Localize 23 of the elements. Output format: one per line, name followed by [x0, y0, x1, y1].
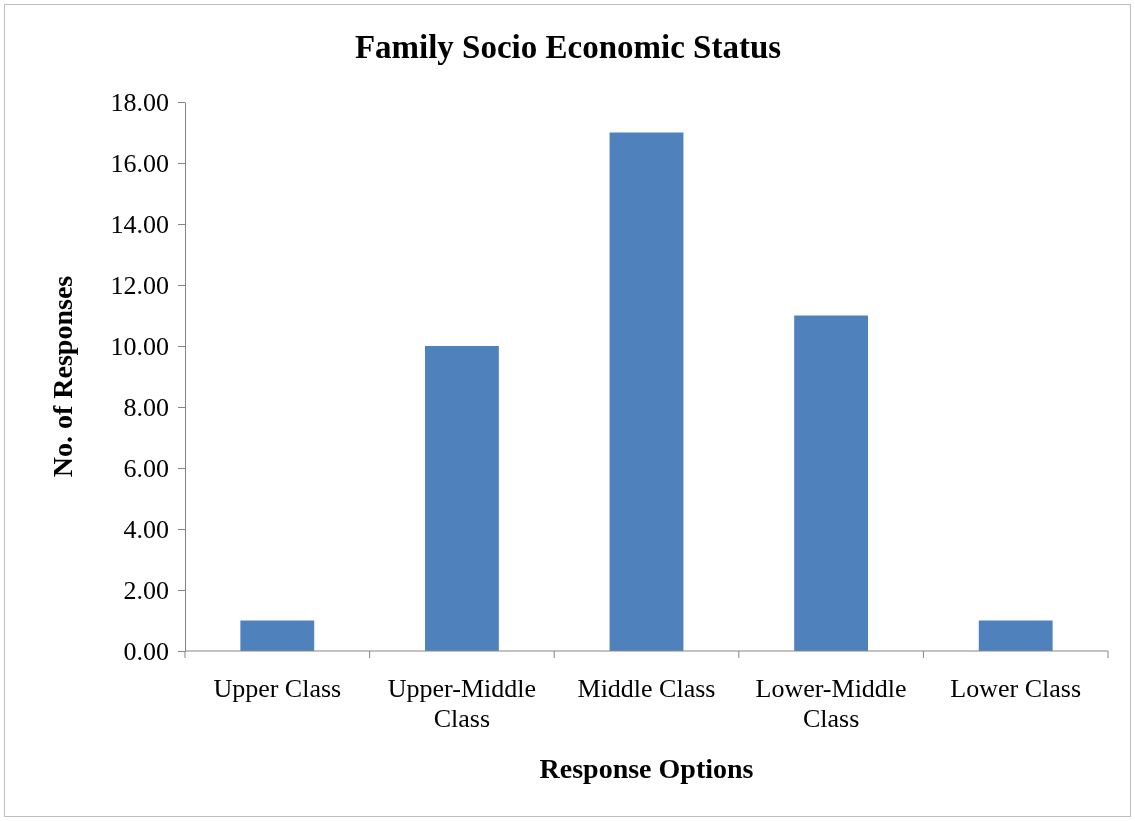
- y-tick-label: 4.00: [123, 514, 169, 544]
- bar: [424, 346, 499, 651]
- bar: [240, 620, 315, 651]
- bar: [794, 315, 869, 651]
- y-tick-label: 8.00: [123, 392, 169, 422]
- x-tick-label: Upper Class: [213, 674, 342, 703]
- x-tick-label: Middle Class: [577, 674, 716, 703]
- y-tick-label: 6.00: [123, 453, 169, 483]
- y-tick-label: 12.00: [110, 270, 169, 300]
- bar: [609, 132, 684, 651]
- y-tick-label: 0.00: [123, 636, 169, 666]
- chart-title: Family Socio Economic Status: [354, 29, 782, 65]
- x-axis-title: Response Options: [539, 753, 754, 784]
- x-tick-label: Lower-Middle Class: [755, 674, 907, 733]
- y-tick-label: 16.00: [110, 148, 169, 178]
- y-tick-label: 14.00: [110, 209, 169, 239]
- y-tick-label: 18.00: [110, 87, 169, 117]
- y-axis-title: No. of Responses: [47, 275, 78, 478]
- y-tick-label: 10.00: [110, 331, 169, 361]
- x-tick-label: Upper-Middle Class: [387, 674, 537, 733]
- y-tick-label: 2.00: [123, 575, 169, 605]
- x-tick-label: Lower Class: [950, 674, 1082, 703]
- bar: [978, 620, 1053, 651]
